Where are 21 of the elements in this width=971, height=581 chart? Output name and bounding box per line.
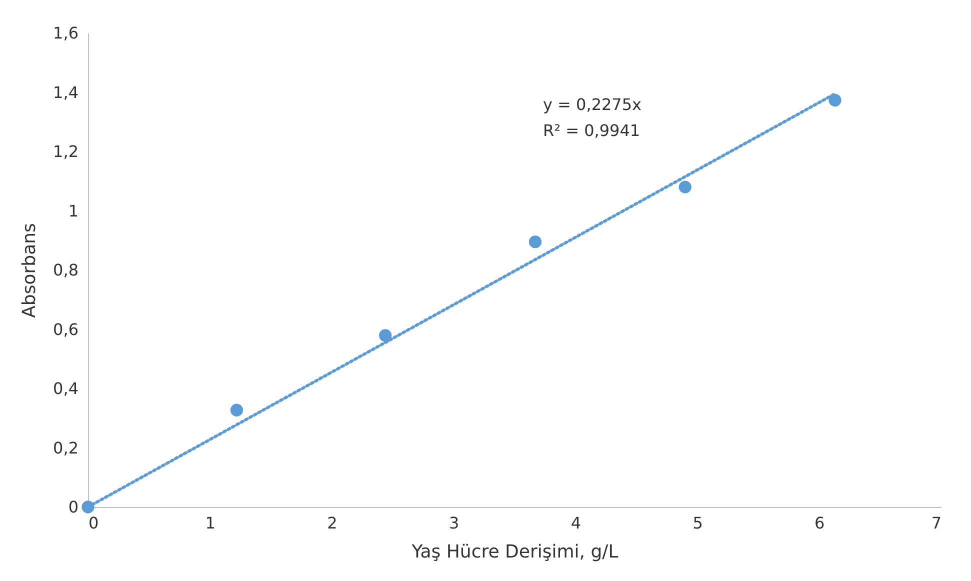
- annotation: R² = 0,9941: [543, 121, 640, 140]
- annotation: y = 0,2275x: [543, 95, 642, 114]
- y-tick-label: 0,8: [53, 260, 78, 280]
- x-tick-label: 1: [205, 514, 216, 532]
- y-tick-label: 1: [68, 201, 78, 220]
- x-tick-label: 6: [814, 514, 825, 532]
- y-axis-title: Absorbans: [19, 223, 40, 318]
- x-tick-label: 2: [327, 514, 338, 532]
- y-tick-label: 1,4: [53, 82, 78, 102]
- x-tick-label: 4: [570, 514, 582, 532]
- y-tick-label: 0: [68, 498, 78, 516]
- x-tick-label: 3: [448, 514, 460, 532]
- x-tick-label: 0: [88, 514, 99, 532]
- x-tick-label: 5: [692, 514, 703, 532]
- y-tick-label: 0,2: [53, 438, 78, 458]
- y-tick-label: 1,2: [53, 142, 78, 161]
- x-axis-title: Yaş Hücre Derişimi, g/L: [410, 542, 618, 562]
- x-tick-label: 7: [931, 514, 942, 532]
- y-tick-label: 0,6: [53, 320, 78, 339]
- y-tick-label: 0,4: [53, 379, 78, 398]
- y-tick-label: 1,6: [53, 24, 78, 42]
